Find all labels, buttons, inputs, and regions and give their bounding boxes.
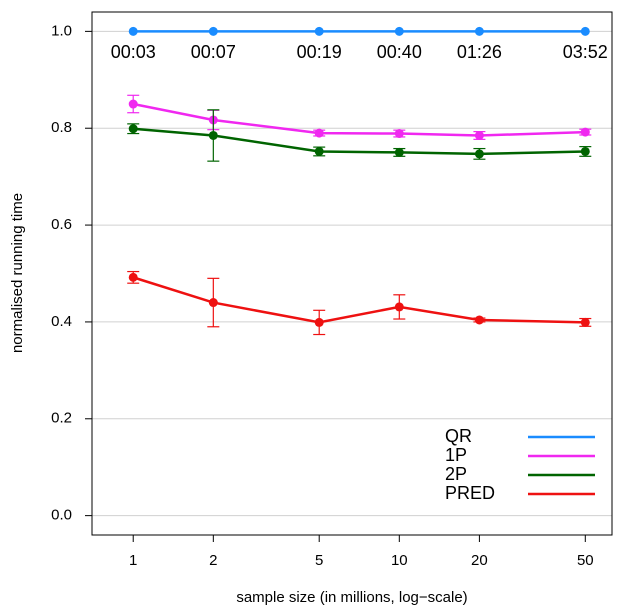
point bbox=[314, 128, 324, 138]
point bbox=[474, 149, 484, 159]
point bbox=[128, 124, 138, 134]
y-axis-label: normalised running time bbox=[9, 193, 26, 353]
legend-label: 1P bbox=[445, 445, 467, 465]
annotation: 00:07 bbox=[191, 42, 236, 62]
series-line bbox=[132, 276, 586, 324]
series-line bbox=[133, 127, 586, 156]
point bbox=[474, 315, 484, 325]
point bbox=[474, 26, 484, 36]
point bbox=[314, 146, 324, 156]
point bbox=[580, 146, 590, 156]
point bbox=[128, 26, 138, 36]
annotation: 03:52 bbox=[563, 42, 608, 62]
point bbox=[580, 317, 590, 327]
point bbox=[394, 26, 404, 36]
annotation: 00:03 bbox=[111, 42, 156, 62]
x-tick-label: 2 bbox=[209, 552, 217, 569]
legend-label: 2P bbox=[445, 464, 467, 484]
x-axis-label: sample size (in millions, log−scale) bbox=[236, 589, 467, 606]
point bbox=[128, 272, 138, 282]
point bbox=[314, 26, 324, 36]
y-tick-label: 0.0 bbox=[51, 507, 72, 524]
y-tick-label: 0.6 bbox=[51, 216, 72, 233]
point bbox=[314, 317, 324, 327]
series-line bbox=[132, 102, 586, 137]
x-tick-label: 5 bbox=[315, 552, 323, 569]
x-tick-label: 20 bbox=[471, 552, 488, 569]
x-tick-label: 1 bbox=[129, 552, 137, 569]
y-tick-label: 0.2 bbox=[51, 410, 72, 427]
plot-frame bbox=[91, 11, 613, 536]
x-tick-label: 10 bbox=[391, 552, 408, 569]
x-tick-label: 50 bbox=[577, 552, 594, 569]
point bbox=[128, 99, 138, 109]
point bbox=[394, 129, 404, 139]
legend-label: QR bbox=[445, 426, 472, 446]
annotation: 00:19 bbox=[297, 42, 342, 62]
point bbox=[208, 298, 218, 308]
y-tick-label: 0.8 bbox=[51, 119, 72, 136]
point bbox=[474, 130, 484, 140]
point bbox=[580, 127, 590, 137]
point bbox=[580, 26, 590, 36]
legend-label: PRED bbox=[445, 483, 495, 503]
annotation: 00:40 bbox=[377, 42, 422, 62]
y-tick-label: 1.0 bbox=[51, 22, 72, 39]
point bbox=[208, 26, 218, 36]
point bbox=[394, 147, 404, 157]
annotation: 01:26 bbox=[457, 42, 502, 62]
point bbox=[394, 302, 404, 312]
y-tick-label: 0.4 bbox=[51, 313, 72, 330]
point bbox=[208, 130, 218, 140]
